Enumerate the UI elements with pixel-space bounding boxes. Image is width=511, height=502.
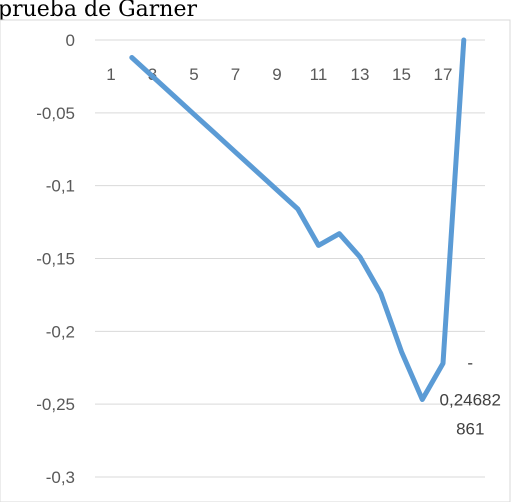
y-tick-label: -0,25 (36, 395, 75, 414)
series-layer (129, 37, 467, 402)
x-tick-label: 17 (434, 65, 453, 84)
y-tick-label: -0,3 (46, 468, 75, 487)
gridlines (95, 112, 485, 478)
data-label-line: 861 (456, 420, 484, 439)
x-tick-label: 5 (189, 65, 198, 84)
y-tick-label: -0,05 (36, 104, 75, 123)
chart-title: prueba de Garner (0, 0, 197, 22)
data-labels: - 0,24682 861 (440, 354, 501, 439)
x-tick-label: 13 (351, 65, 370, 84)
y-tick-label: -0,2 (46, 322, 75, 341)
x-tick-label: 7 (231, 65, 240, 84)
x-tick-label: 15 (392, 65, 411, 84)
data-label-line: - (467, 354, 473, 373)
y-axis-ticks: 0 -0,05 -0,1 -0,15 -0,2 -0,25 -0,3 (36, 31, 75, 487)
series-line (129, 37, 467, 402)
x-axis-ticks: 1 3 5 7 9 11 13 15 17 (95, 39, 485, 84)
y-tick-label: 0 (66, 31, 75, 50)
x-tick-label: 9 (272, 65, 281, 84)
plot-border (0, 19, 511, 502)
x-tick-label: 11 (310, 65, 328, 84)
y-tick-label: -0,15 (36, 250, 75, 269)
y-tick-label: -0,1 (46, 177, 75, 196)
x-tick-label: 1 (106, 65, 115, 84)
data-label-line: 0,24682 (440, 391, 501, 410)
